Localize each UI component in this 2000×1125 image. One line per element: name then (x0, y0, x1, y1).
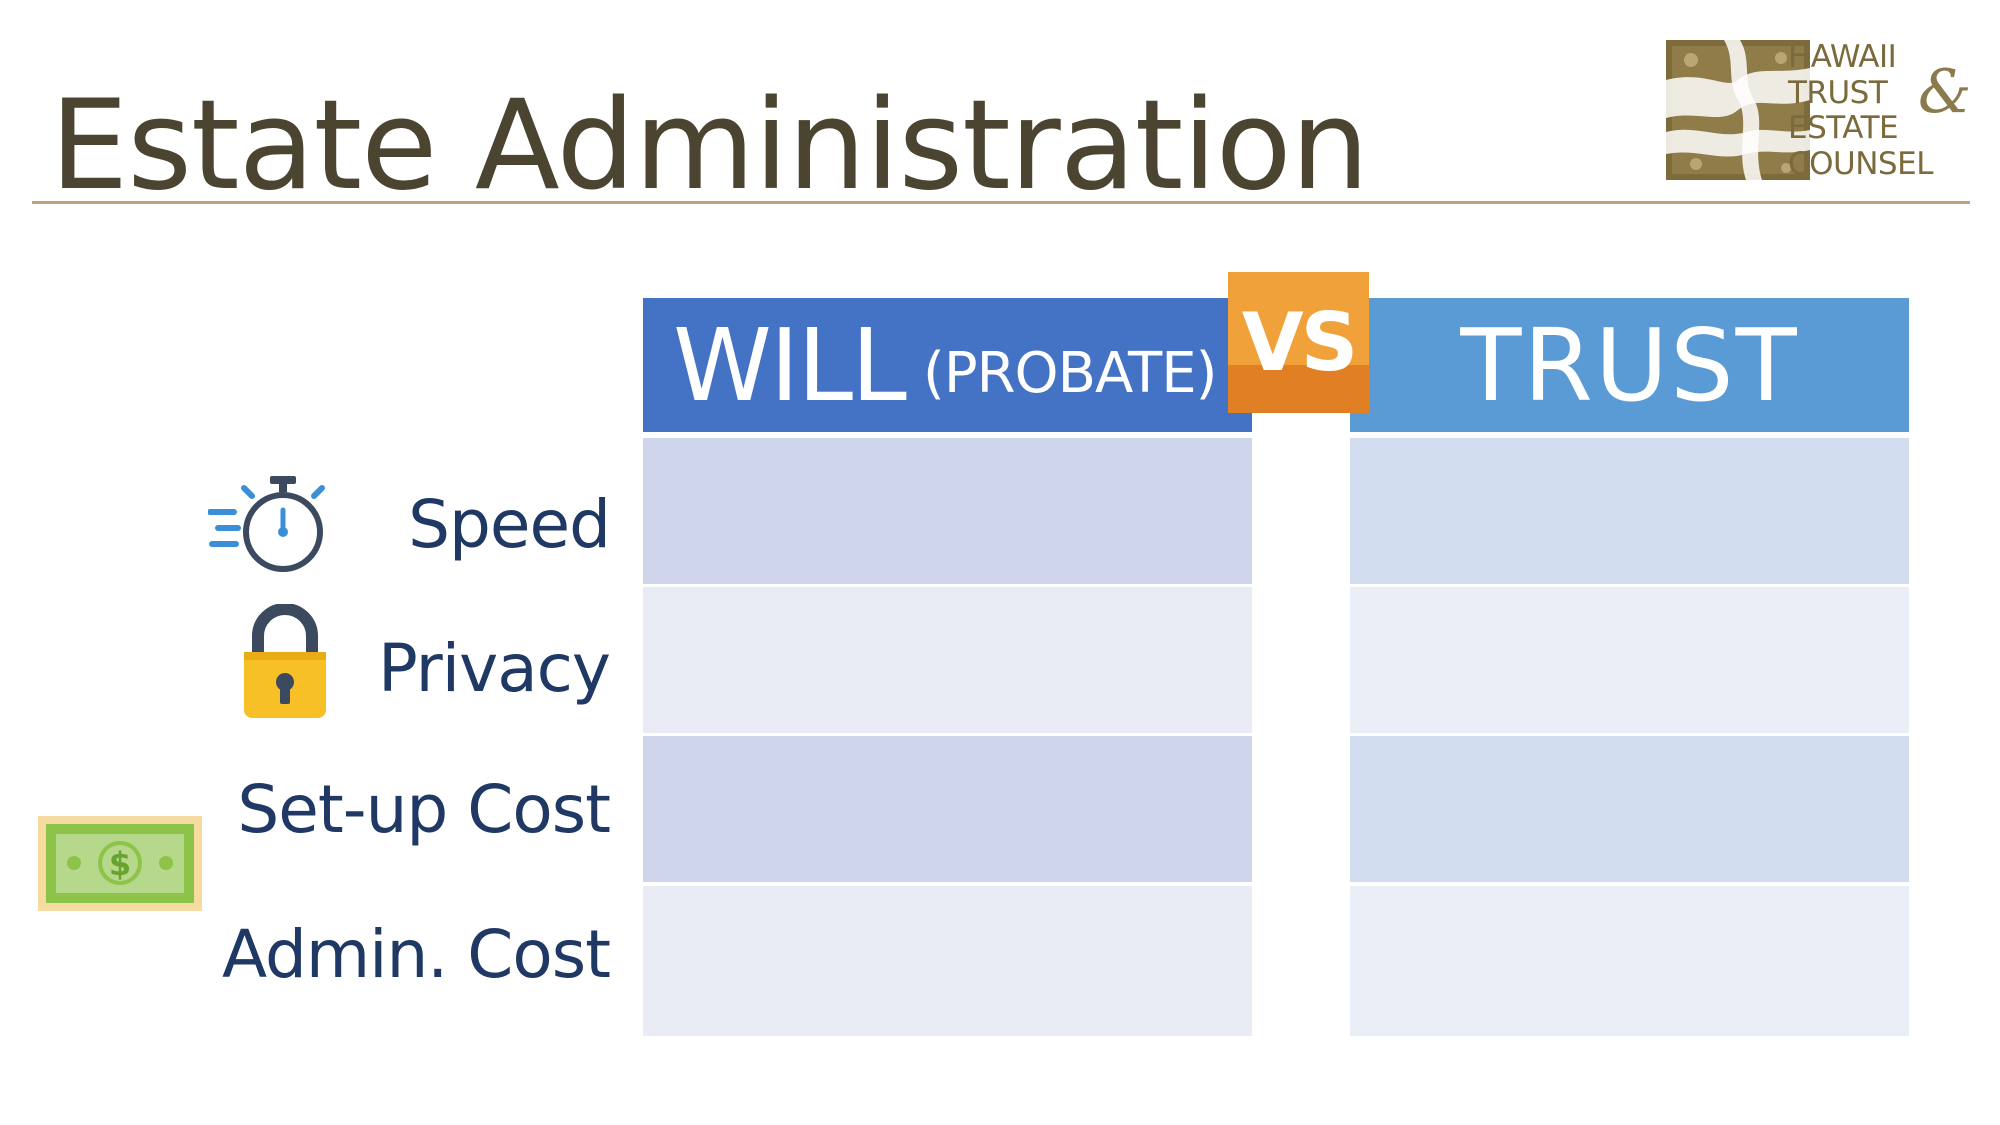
vs-badge: VS (1228, 272, 1369, 413)
trust-setup-cost-cell (1350, 736, 1909, 882)
trust-admin-cost-cell (1350, 886, 1909, 1036)
logo-ampersand: & (1918, 57, 1972, 127)
row-label-speed: Speed (408, 486, 611, 563)
will-privacy-cell (643, 587, 1252, 733)
svg-text:$: $ (109, 845, 131, 883)
will-setup-cost-cell (643, 736, 1252, 882)
vs-label: VS (1241, 296, 1359, 389)
padlock-icon (244, 604, 326, 718)
trust-column-header: TRUST (1350, 298, 1909, 432)
title-divider (32, 201, 1970, 204)
will-admin-cost-cell (643, 886, 1252, 1036)
will-column-header: WILL (PROBATE) (643, 298, 1252, 432)
trust-speed-cell (1350, 438, 1909, 584)
row-label-setup-cost: Set-up Cost (237, 771, 611, 848)
logo-mark-icon (1666, 40, 1810, 180)
trust-privacy-cell (1350, 587, 1909, 733)
will-header-subtitle: (PROBATE) (923, 341, 1217, 406)
logo-line: HAWAII (1788, 39, 1897, 75)
row-label-privacy: Privacy (378, 630, 611, 707)
logo-wordmark: HAWAII TRUST ESTATE COUNSEL (1788, 39, 1968, 182)
row-label-admin-cost: Admin. Cost (221, 916, 611, 993)
company-logo: HAWAII TRUST ESTATE COUNSEL & (1666, 39, 1971, 190)
logo-line: ESTATE (1788, 110, 1899, 146)
trust-header-title: TRUST (1460, 307, 1799, 424)
will-speed-cell (643, 438, 1252, 584)
dollar-bill-icon: $ (38, 816, 202, 911)
stopwatch-icon (208, 476, 325, 572)
logo-line: COUNSEL (1788, 145, 1933, 182)
will-header-title: WILL (673, 307, 907, 424)
logo-line: TRUST (1788, 74, 1888, 111)
page-title: Estate Administration (50, 74, 1369, 218)
